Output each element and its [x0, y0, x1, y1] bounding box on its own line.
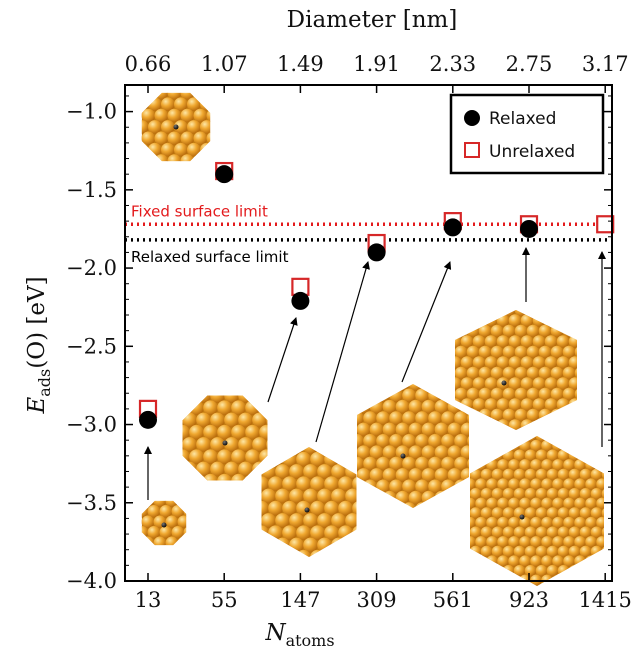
top-axis-label: Diameter [nm]: [287, 7, 458, 33]
top-tick-label: 1.07: [201, 52, 248, 76]
relaxed-point: [443, 218, 462, 237]
y-tick-label: −1.5: [66, 178, 117, 202]
top-tick-label: 1.49: [277, 52, 324, 76]
reference-lines: Fixed surface limit Relaxed surface limit: [125, 202, 612, 266]
svg-text:Eads(O) [eV]: Eads(O) [eV]: [24, 276, 54, 414]
oxygen-atom: [173, 124, 179, 130]
plot-frame: [124, 84, 613, 582]
ticks: 13 0.66 55 1.07 147 1.49 309 1.91 561 2.33 923 2.75…: [66, 52, 632, 612]
cluster-13: [141, 500, 187, 546]
cluster-55: [141, 92, 211, 162]
oxygen-atom: [519, 514, 525, 520]
top-tick-label: 3.17: [582, 52, 629, 76]
oxygen-atom: [501, 380, 507, 386]
oxygen-atom: [222, 440, 228, 446]
top-tick-label: 2.75: [506, 52, 553, 76]
data-marks: [138, 161, 615, 429]
top-tick-label: 1.91: [353, 52, 400, 76]
x-tick-label: 147: [280, 588, 320, 612]
relaxed-point: [215, 165, 234, 184]
y-tick-label: −4.0: [66, 569, 117, 593]
cluster-1415: [470, 436, 604, 586]
inset-arrow: [267, 317, 298, 403]
inset-arrow: [315, 261, 370, 443]
legend: Relaxed Unrelaxed: [449, 93, 605, 175]
legend-unrelaxed-label: Unrelaxed: [489, 142, 575, 162]
inset-arrow: [401, 261, 452, 383]
x-tick-label: 923: [509, 588, 549, 612]
x-tick-label: 1415: [578, 588, 631, 612]
y-tick-label: −2.5: [66, 334, 117, 358]
cluster-309: [261, 447, 357, 557]
top-tick-label: 0.66: [125, 52, 172, 76]
y-tick-label: −1.0: [66, 100, 117, 124]
top-tick-label: 2.33: [429, 52, 476, 76]
legend-relaxed-label: Relaxed: [489, 109, 556, 129]
y-tick-label: −2.0: [66, 256, 117, 280]
reference-line-label: Fixed surface limit: [131, 202, 268, 220]
y-axis-label: Eads(O) [eV]: [24, 276, 54, 414]
legend-box: [449, 93, 605, 175]
relaxed-point: [291, 291, 310, 310]
x-tick-label: 55: [211, 588, 238, 612]
legend-unrelaxed-marker: [464, 142, 480, 158]
x-tick-label: 309: [357, 588, 397, 612]
unrelaxed-point: [596, 215, 615, 234]
relaxed-point: [520, 219, 538, 238]
relaxed-point: [139, 410, 157, 429]
oxygen-atom: [400, 453, 406, 459]
oxygen-atom: [161, 522, 167, 528]
reference-line-label: Relaxed surface limit: [131, 248, 289, 266]
inset-arrows: [144, 247, 606, 500]
oxygen-atom: [304, 507, 310, 513]
y-tick-label: −3.5: [66, 491, 117, 515]
y-tick-label: −3.0: [66, 413, 117, 437]
x-tick-label: 13: [135, 588, 162, 612]
legend-relaxed-marker: [464, 110, 480, 126]
relaxed-point: [367, 243, 386, 262]
x-tick-label: 561: [433, 588, 473, 612]
x-axis-label: Natoms: [264, 620, 334, 650]
